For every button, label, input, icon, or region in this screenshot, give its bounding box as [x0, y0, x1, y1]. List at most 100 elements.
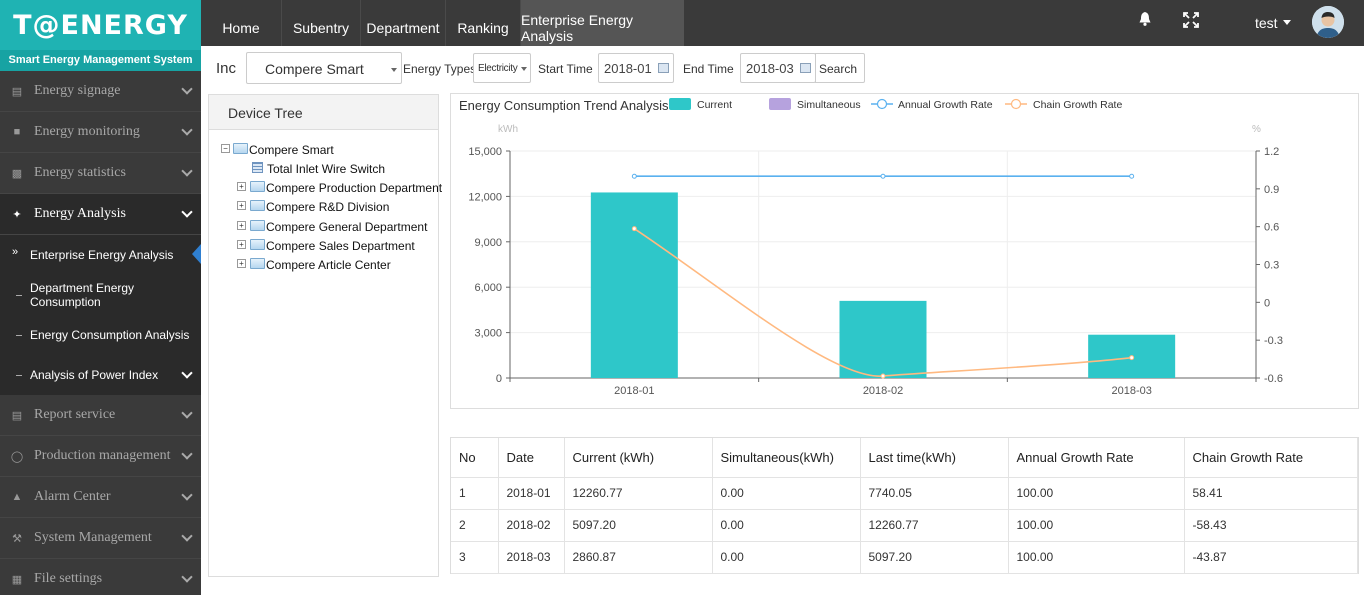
tree-expand-icon[interactable]: + — [237, 201, 246, 210]
user-name[interactable]: test — [1255, 15, 1278, 31]
inc-label: Inc — [216, 60, 237, 77]
sidebar-item-alarm-center[interactable]: ▲ Alarm Center — [0, 477, 201, 518]
tree-node[interactable]: Compere Article Center — [266, 258, 391, 272]
switch-icon — [252, 162, 263, 173]
fullscreen-icon[interactable] — [1183, 12, 1199, 28]
tab-ranking[interactable]: Ranking — [457, 20, 509, 36]
tab-department[interactable]: Department — [366, 20, 440, 36]
x-tick-label: 2018-01 — [614, 385, 654, 397]
energy-type-select[interactable]: Electricity — [473, 53, 531, 83]
y-tick-label: 3,000 — [474, 328, 502, 340]
legend-label: Simultaneous — [797, 99, 861, 111]
data-table-panel: No Date Current (kWh) Simultaneous(kWh) … — [450, 437, 1359, 574]
cell-simultaneous: 0.00 — [712, 509, 861, 542]
trend-chart-panel: Energy Consumption Trend Analysis Current… — [450, 93, 1359, 409]
tree-node[interactable]: Compere Production Department — [266, 181, 443, 195]
end-time-input[interactable]: 2018-03 — [740, 53, 816, 83]
col-no[interactable]: No — [451, 438, 499, 478]
col-last-time[interactable]: Last time(kWh) — [860, 438, 1009, 478]
calendar-icon[interactable] — [658, 63, 669, 73]
y-right-tick-label: -0.3 — [1264, 335, 1283, 347]
sidebar-item-energy-signage[interactable]: ▤ Energy signage — [0, 71, 201, 112]
tab-enterprise-energy-analysis[interactable]: Enterprise Energy Analysis — [521, 0, 684, 46]
tree-node-switch[interactable]: Total Inlet Wire Switch — [267, 162, 386, 176]
cell-annual-growth-rate: 100.00 — [1008, 509, 1185, 542]
sidebar-item-energy-monitoring[interactable]: ■ Energy monitoring — [0, 112, 201, 153]
cell-chain-growth-rate: -43.87 — [1184, 541, 1358, 574]
cell-current: 2860.87 — [564, 541, 713, 574]
legend-label: Chain Growth Rate — [1033, 99, 1122, 111]
sidebar-item-label: Production management — [34, 448, 171, 463]
tree-expand-icon[interactable]: + — [237, 259, 246, 268]
sidebar-item-file-settings[interactable]: ▦ File settings — [0, 559, 201, 595]
y-axis-right-name: % — [1252, 124, 1261, 135]
y-tick-label: 0 — [496, 373, 502, 385]
start-time-label: Start Time — [538, 62, 593, 76]
start-time-input[interactable]: 2018-01 — [598, 53, 674, 83]
col-chain-growth-rate[interactable]: Chain Growth Rate — [1184, 438, 1358, 478]
y-tick-label: 15,000 — [468, 146, 502, 158]
search-button[interactable]: Search — [815, 53, 865, 83]
sidebar-item-energy-statistics[interactable]: ▩ Energy statistics — [0, 153, 201, 194]
cell-current: 12260.77 — [564, 477, 713, 510]
sidebar-subitem-label: Energy Consumption Analysis — [30, 328, 190, 342]
y-right-tick-label: -0.6 — [1264, 373, 1283, 385]
cell-chain-growth-rate: 58.41 — [1184, 477, 1358, 510]
avatar[interactable] — [1312, 6, 1344, 38]
sidebar-subitem-analysis-of-power-index[interactable]: Analysis of Power Index — [0, 355, 201, 395]
tree-node[interactable]: Compere R&D Division — [266, 200, 390, 214]
y-right-tick-label: 0.9 — [1264, 184, 1279, 196]
sidebar: T@ENERGY Smart Energy Management System … — [0, 0, 201, 595]
tree-expand-icon[interactable]: + — [237, 182, 246, 191]
trend-chart: Energy Consumption Trend Analysis Current… — [459, 98, 1283, 397]
table-row: 1 2018-01 12260.77 0.00 7740.05 100.00 5… — [451, 477, 1358, 510]
sidebar-subitem-energy-consumption-analysis[interactable]: Energy Consumption Analysis — [0, 315, 201, 355]
legend-swatch — [769, 98, 791, 110]
sidebar-item-report-service[interactable]: ▤ Report service — [0, 395, 201, 436]
x-tick-label: 2018-02 — [863, 385, 903, 397]
col-current[interactable]: Current (kWh) — [564, 438, 713, 478]
company-select[interactable]: Compere Smart — [246, 52, 402, 84]
energy-type-select-value: Electricity — [478, 63, 518, 74]
col-simultaneous[interactable]: Simultaneous(kWh) — [712, 438, 861, 478]
sidebar-item-production-management[interactable]: ◯ Production management — [0, 436, 201, 477]
col-date[interactable]: Date — [498, 438, 565, 478]
calendar-icon[interactable] — [800, 63, 811, 73]
tree-expand-icon[interactable]: + — [237, 240, 246, 249]
notification-bell-icon[interactable] — [1139, 12, 1151, 26]
tree-node-root[interactable]: Compere Smart — [249, 143, 334, 157]
file-icon: ▦ — [11, 573, 23, 586]
chevron-down-icon — [181, 124, 193, 136]
y-right-tick-label: 0.3 — [1264, 260, 1279, 272]
sidebar-item-label: Energy Analysis — [34, 206, 126, 221]
tree-node[interactable]: Compere General Department — [266, 220, 428, 234]
tree-collapse-icon[interactable]: − — [221, 144, 230, 153]
main-content: Inc Compere Smart Energy Types Electrici… — [201, 46, 1364, 595]
sidebar-item-label: Energy monitoring — [34, 124, 140, 139]
sidebar-item-label: Alarm Center — [34, 489, 111, 504]
sidebar-item-system-management[interactable]: ⚒ System Management — [0, 518, 201, 559]
tab-home[interactable]: Home — [222, 20, 260, 36]
point-chain-growth-rate — [1129, 355, 1135, 361]
caret-down-icon — [391, 68, 397, 72]
leaf-icon: ✦ — [12, 208, 22, 221]
caret-down-icon[interactable] — [1283, 20, 1291, 25]
point-annual-growth-rate — [631, 173, 637, 179]
tab-subentry[interactable]: Subentry — [292, 20, 350, 36]
tree-expand-icon[interactable]: + — [237, 221, 246, 230]
sidebar-subitem-department-energy-consumption[interactable]: Department Energy Consumption — [0, 275, 201, 315]
company-select-value: Compere Smart — [265, 61, 364, 77]
device-tree-title: Device Tree — [209, 95, 438, 130]
legend-marker — [1010, 98, 1022, 110]
chevron-down-icon — [181, 407, 193, 419]
cell-no: 1 — [451, 477, 499, 510]
sidebar-subitem-enterprise-energy-analysis[interactable]: » Enterprise Energy Analysis — [0, 235, 201, 275]
sidebar-item-energy-analysis[interactable]: ✦ Energy Analysis — [0, 194, 201, 235]
brand-logo: T@ENERGY — [0, 0, 201, 50]
col-annual-growth-rate[interactable]: Annual Growth Rate — [1008, 438, 1185, 478]
tree-node[interactable]: Compere Sales Department — [266, 239, 415, 253]
folder-icon — [250, 200, 265, 211]
folder-icon — [233, 143, 248, 154]
bar-chart-icon: ▩ — [11, 167, 23, 180]
y-right-tick-label: 1.2 — [1264, 146, 1279, 158]
